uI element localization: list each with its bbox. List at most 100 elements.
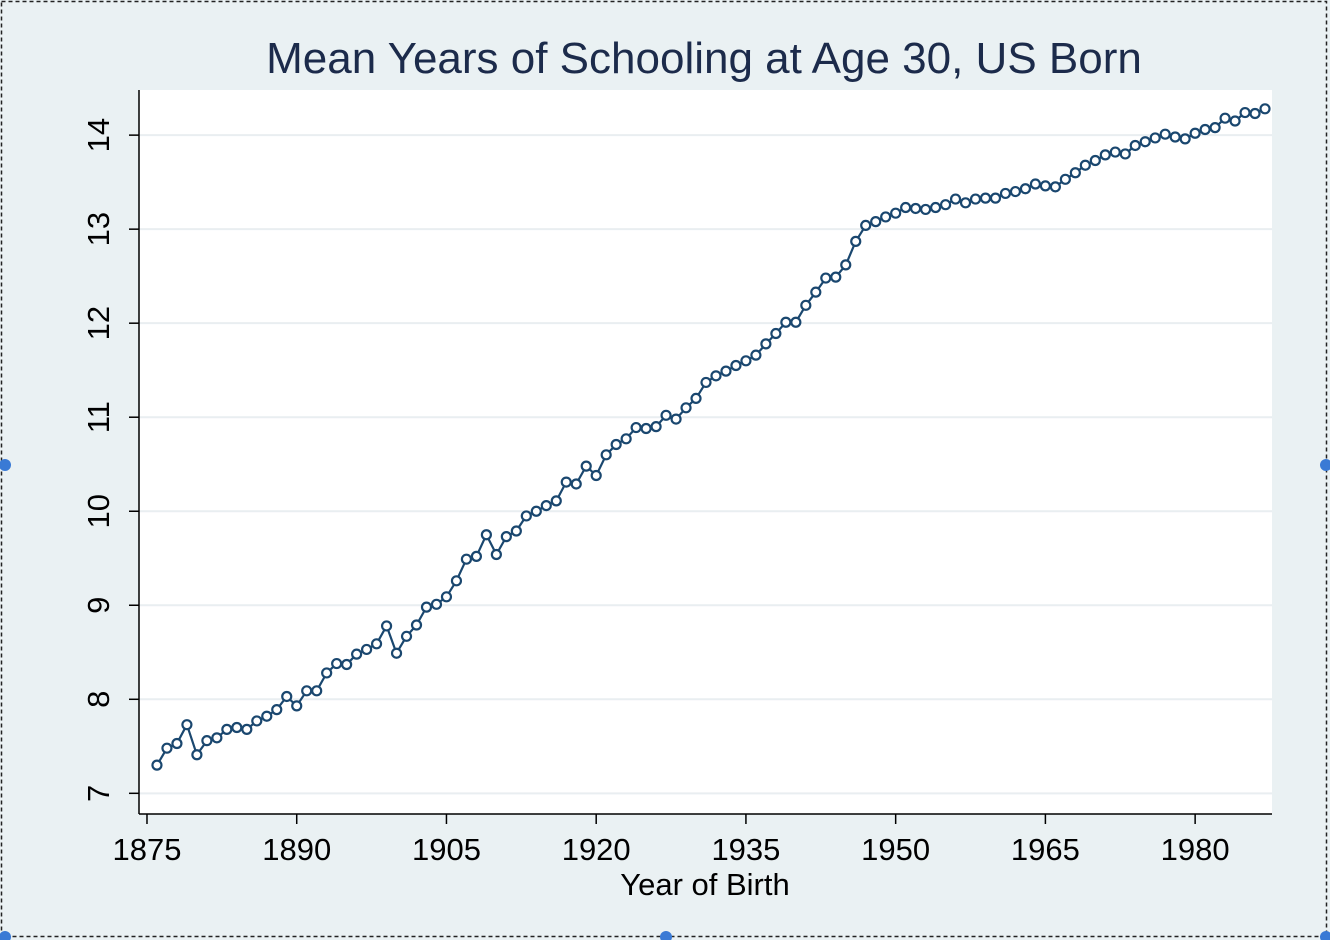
data-point <box>949 193 962 205</box>
data-point <box>231 721 243 734</box>
data-point <box>530 505 542 517</box>
y-tick-label: 7 <box>81 785 116 802</box>
x-tick-label: 1950 <box>861 832 930 867</box>
data-point <box>900 201 912 214</box>
data-point <box>440 591 453 603</box>
data-point <box>1069 167 1081 179</box>
data-point <box>750 349 762 361</box>
data-point <box>999 187 1012 200</box>
data-point <box>640 422 652 435</box>
data-series <box>151 103 1271 771</box>
data-point <box>261 710 273 722</box>
x-tick-label: 1965 <box>1011 832 1080 867</box>
data-point <box>360 643 373 656</box>
data-point <box>600 449 612 461</box>
x-tick-label: 1920 <box>562 832 631 867</box>
data-point <box>740 355 752 367</box>
data-point <box>610 438 622 451</box>
data-point <box>760 338 772 350</box>
resize-handle[interactable] <box>0 931 11 940</box>
data-point <box>969 193 982 205</box>
data-point <box>520 510 532 522</box>
data-point <box>870 216 882 228</box>
data-point <box>800 299 812 311</box>
data-point <box>690 392 702 405</box>
data-point <box>191 749 203 761</box>
axes <box>129 90 1272 824</box>
data-point <box>201 735 213 747</box>
data-point <box>410 619 423 631</box>
data-point <box>550 495 562 507</box>
y-tick-label: 10 <box>81 494 116 528</box>
data-point <box>880 211 892 223</box>
data-point <box>321 667 333 679</box>
x-tick-label: 1890 <box>262 832 331 867</box>
data-point <box>1259 103 1271 115</box>
data-point <box>490 548 502 561</box>
data-point <box>810 286 822 298</box>
resize-handle[interactable] <box>1320 459 1330 471</box>
y-tick-label: 11 <box>81 401 116 433</box>
data-point <box>171 737 183 750</box>
data-point <box>430 598 443 610</box>
x-tick-label: 1875 <box>113 832 182 867</box>
data-point <box>1139 136 1151 148</box>
data-point <box>939 199 952 211</box>
data-point <box>181 719 193 731</box>
data-point <box>251 715 263 727</box>
data-point <box>929 201 942 214</box>
data-point <box>620 433 632 445</box>
data-point <box>1119 148 1131 160</box>
resize-handle[interactable] <box>1320 931 1330 940</box>
data-point <box>271 704 283 716</box>
data-point <box>920 203 932 216</box>
y-tick-label: 8 <box>81 691 116 708</box>
data-point <box>370 638 383 650</box>
tick-labels: 7 8 9 10 11 12 13 14 1875 1890 1905 1920 1935 1950 196… <box>81 118 1230 867</box>
data-point <box>730 359 742 372</box>
data-point <box>890 207 902 219</box>
data-point <box>850 235 862 247</box>
data-point <box>1079 159 1091 171</box>
data-point <box>979 192 992 204</box>
selection-handles[interactable] <box>0 459 1330 940</box>
data-point <box>211 732 223 744</box>
data-point <box>910 202 922 215</box>
data-point <box>720 365 732 377</box>
data-point <box>670 413 682 425</box>
data-point <box>331 657 343 670</box>
y-tick-label: 9 <box>81 597 116 614</box>
data-point <box>1219 112 1231 124</box>
data-point <box>1159 128 1171 140</box>
data-point <box>1149 132 1161 144</box>
data-point <box>1099 149 1111 161</box>
data-point <box>660 409 672 421</box>
data-point <box>790 316 802 328</box>
y-tick-label: 12 <box>81 306 116 340</box>
data-point <box>570 478 582 490</box>
plot-area <box>139 90 1272 814</box>
data-point <box>1209 122 1221 134</box>
data-point <box>1179 133 1191 145</box>
data-point <box>341 658 353 671</box>
data-point <box>1009 185 1022 198</box>
data-point <box>1039 180 1052 192</box>
data-point <box>959 197 972 209</box>
data-point <box>860 219 872 231</box>
data-point <box>450 575 463 587</box>
data-point <box>1169 131 1181 143</box>
data-point <box>630 421 642 434</box>
data-point <box>1229 115 1241 127</box>
x-axis-title: Year of Birth <box>620 867 789 902</box>
gridlines <box>139 134 1272 795</box>
data-point <box>311 685 323 697</box>
data-point <box>1239 106 1251 119</box>
resize-handle[interactable] <box>0 459 11 471</box>
data-point <box>650 421 662 433</box>
resize-handle[interactable] <box>660 931 672 940</box>
data-point <box>151 759 163 771</box>
y-tick-label: 14 <box>81 118 116 152</box>
x-tick-label: 1905 <box>412 832 481 867</box>
